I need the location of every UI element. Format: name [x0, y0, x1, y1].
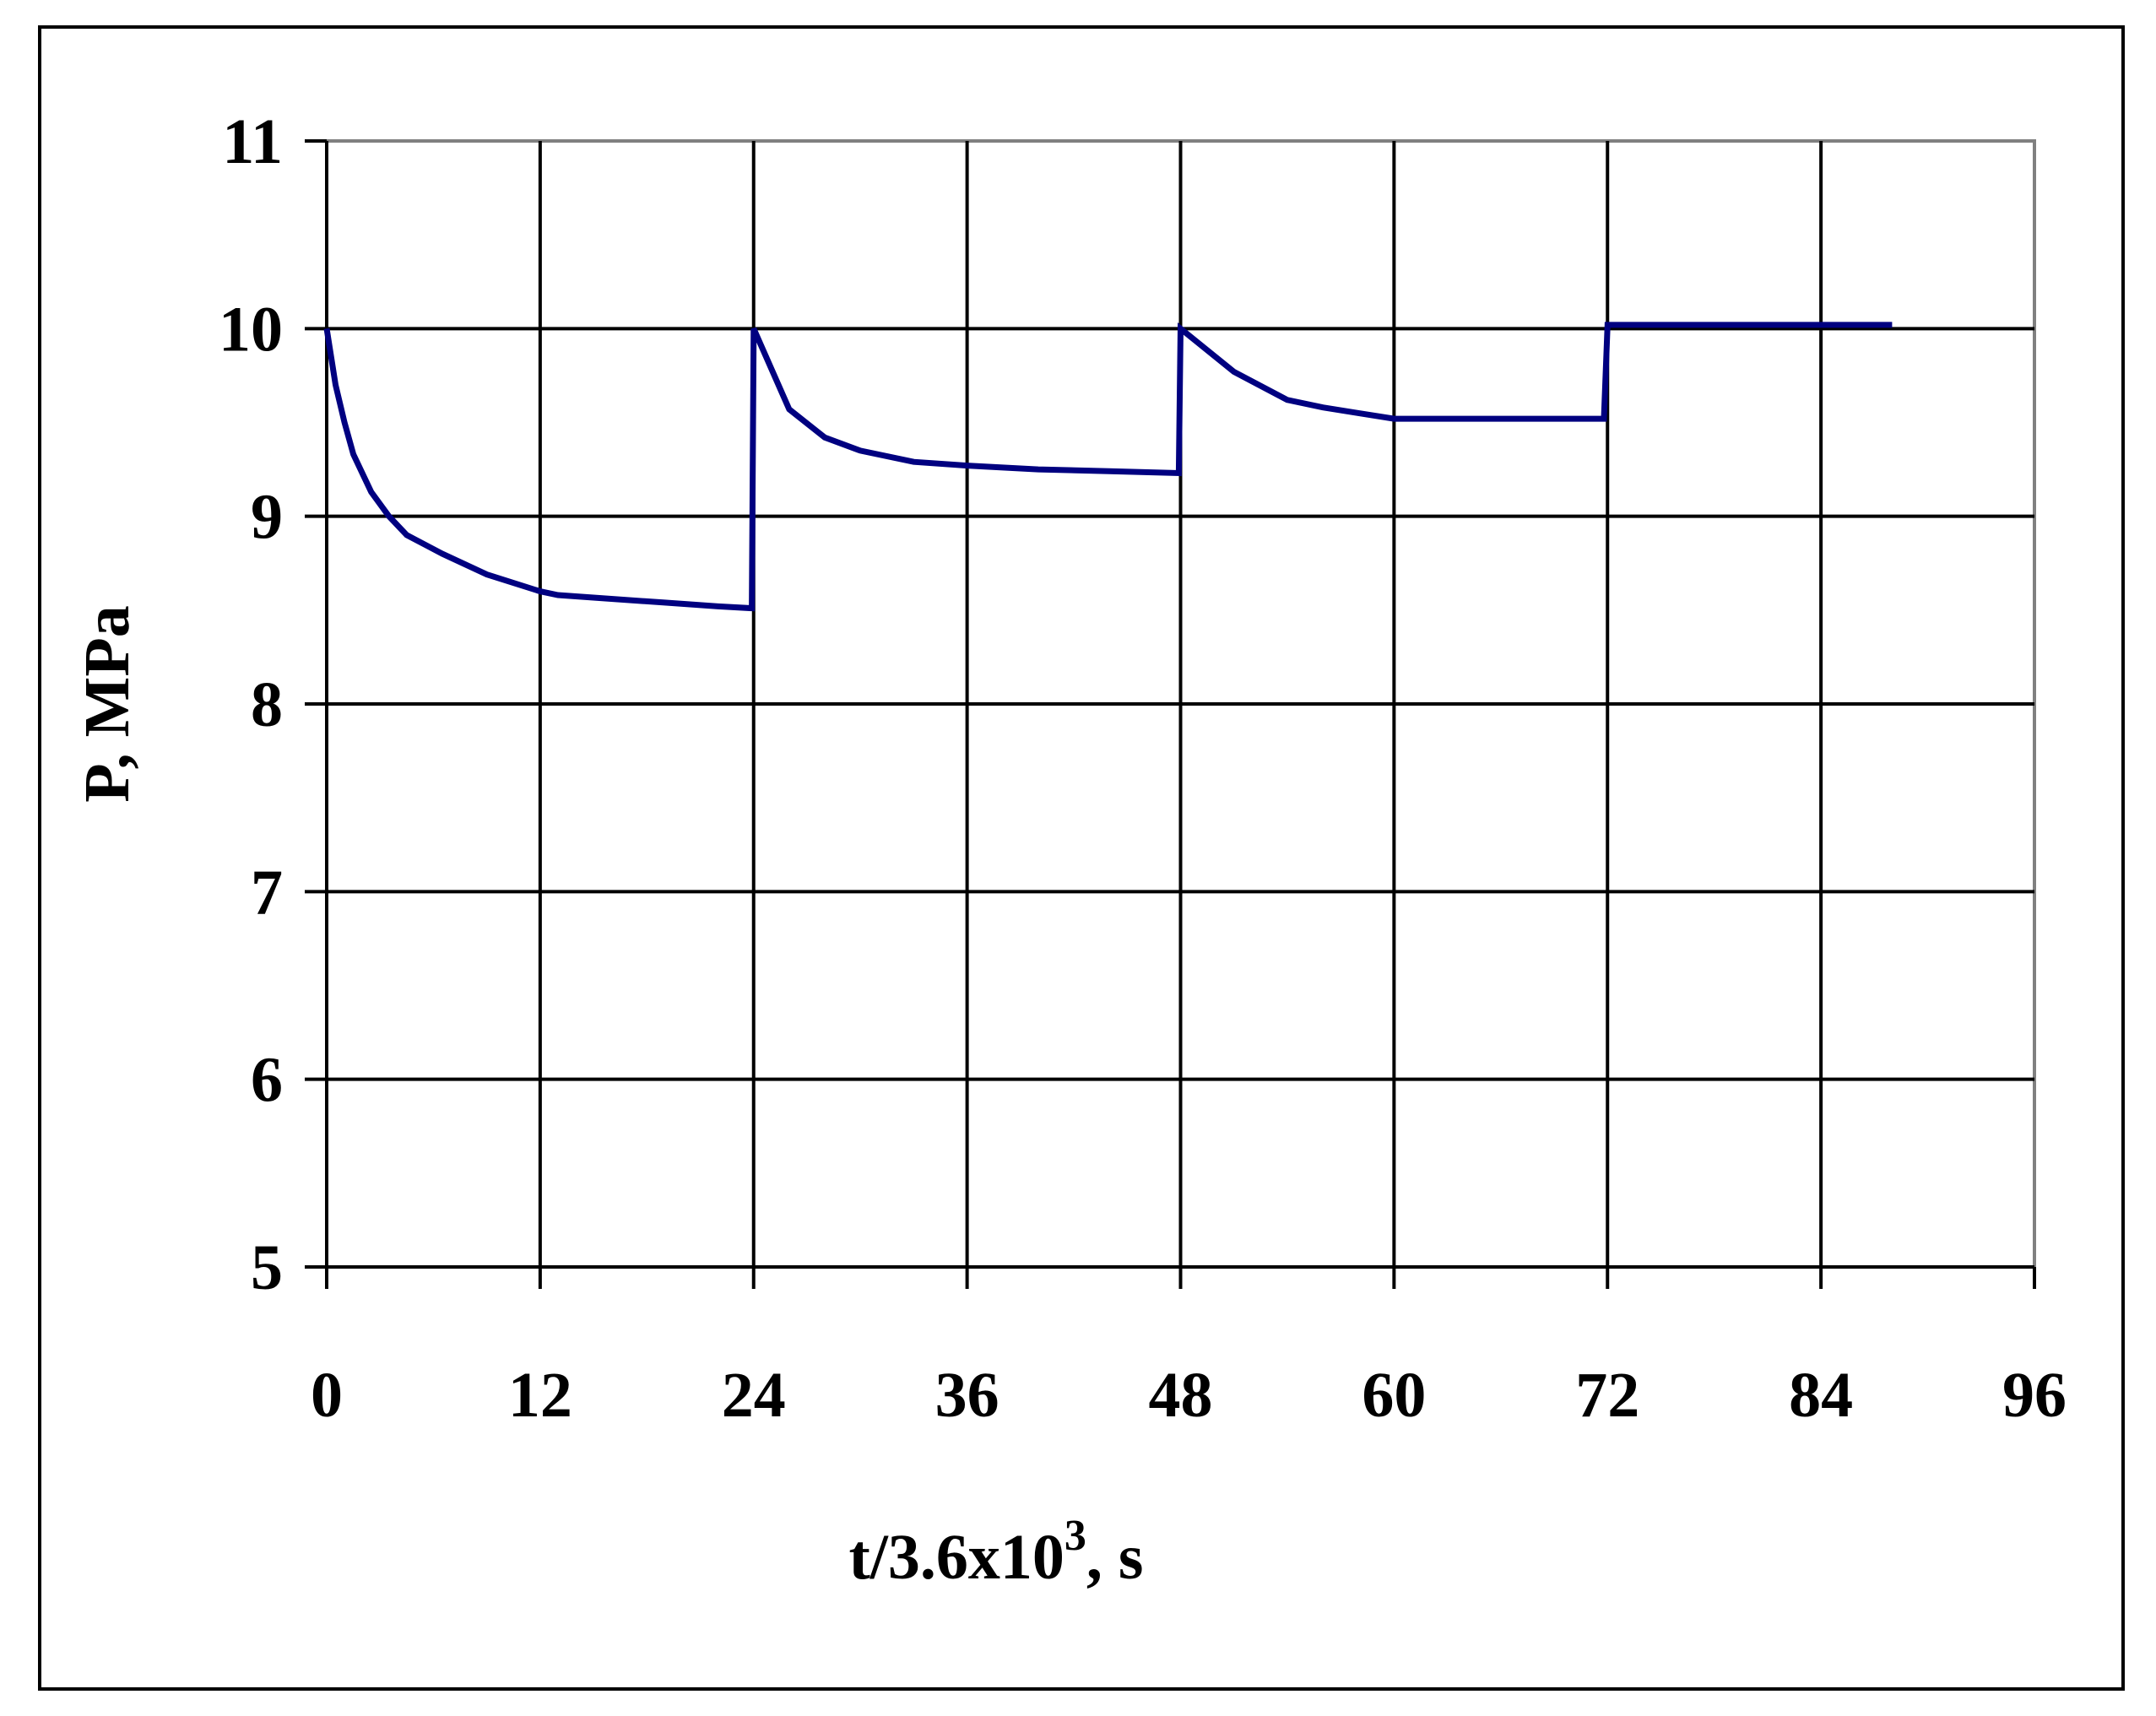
y-tick-label: 7: [251, 857, 283, 928]
y-axis-title: P, MPa: [72, 605, 143, 803]
tick-marks: [305, 139, 2036, 1289]
x-tick-label: 60: [1362, 1360, 1426, 1431]
x-tick-label: 72: [1575, 1360, 1639, 1431]
series: [323, 322, 1893, 612]
x-axis-title: t/3.6x103, s: [848, 1512, 1143, 1593]
x-tick-label: 24: [722, 1360, 786, 1431]
y-tick-label: 10: [219, 294, 283, 365]
x-tick-label: 12: [508, 1360, 572, 1431]
x-tick-label: 96: [2002, 1360, 2067, 1431]
y-tick-label: 6: [251, 1045, 283, 1116]
grid-lines: [327, 141, 2034, 1269]
y-tick-label: 9: [251, 482, 283, 553]
y-tick-label: 11: [222, 106, 283, 177]
y-tick-label: 8: [251, 669, 283, 740]
x-tick-label: 84: [1789, 1360, 1853, 1431]
x-axis-title-unit: , s: [1086, 1522, 1144, 1593]
tick-labels: 5 6 7 8 9 10 11 0 12 24 36 48 60 72 84 96: [219, 106, 2067, 1431]
x-tick-label: 0: [311, 1360, 343, 1431]
x-tick-label: 48: [1149, 1360, 1213, 1431]
series-line: [323, 322, 1893, 612]
y-tick-label: 5: [251, 1232, 283, 1303]
x-axis-title-superscript: 3: [1064, 1512, 1086, 1560]
x-tick-label: 36: [935, 1360, 999, 1431]
